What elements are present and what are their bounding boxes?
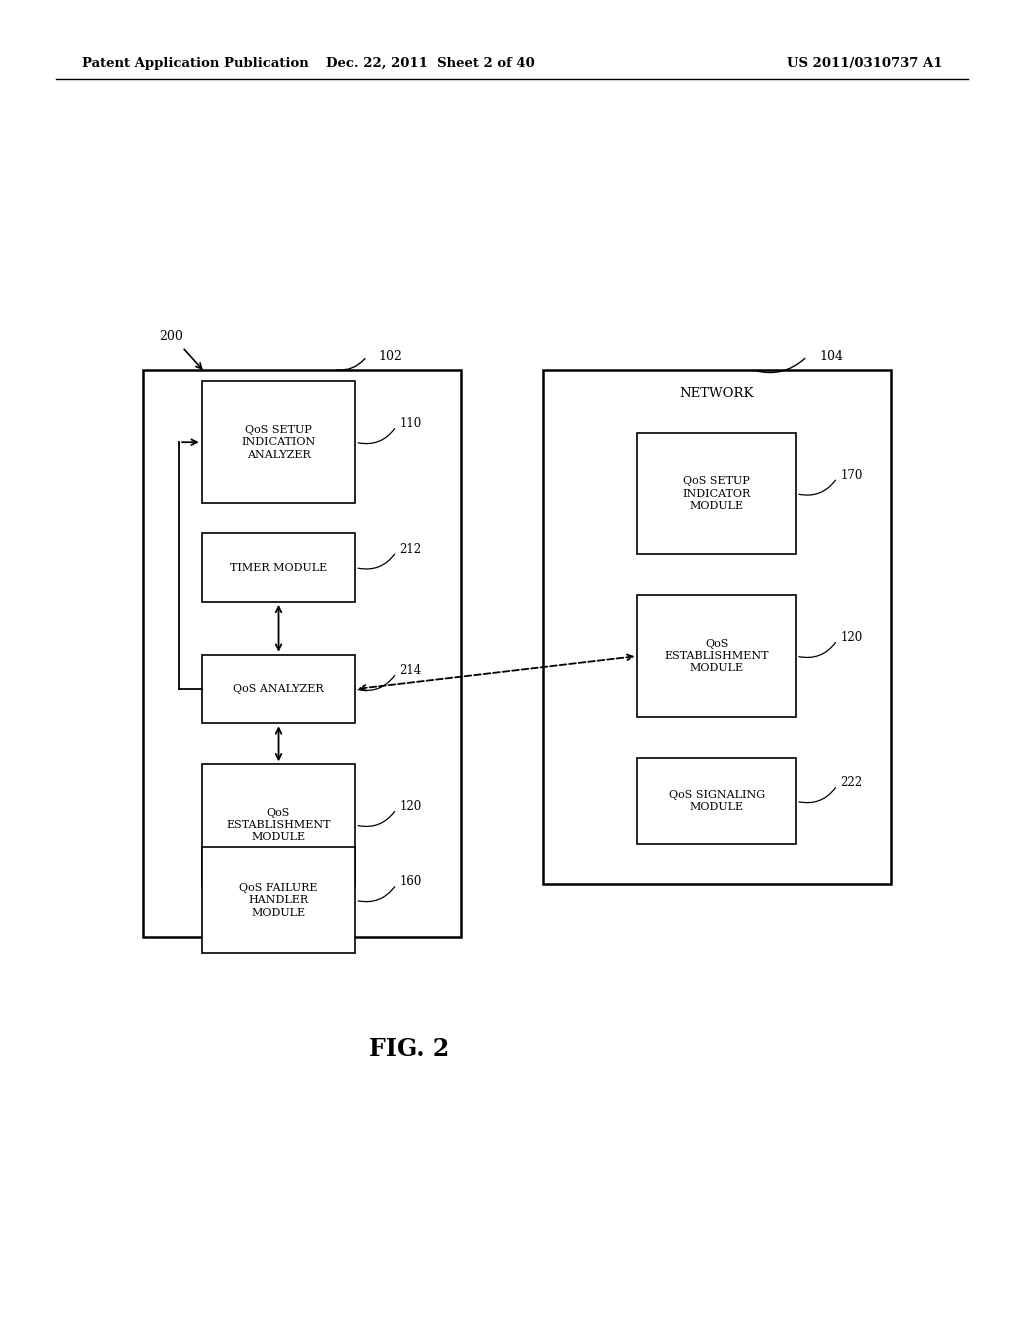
Text: 104: 104 xyxy=(819,350,843,363)
Text: Patent Application Publication: Patent Application Publication xyxy=(82,57,308,70)
Text: QoS FAILURE
HANDLER
MODULE: QoS FAILURE HANDLER MODULE xyxy=(240,883,317,917)
Text: UE: UE xyxy=(292,387,312,400)
Text: 120: 120 xyxy=(399,800,422,813)
Text: US 2011/0310737 A1: US 2011/0310737 A1 xyxy=(786,57,942,70)
Text: 214: 214 xyxy=(399,664,422,677)
Text: Dec. 22, 2011  Sheet 2 of 40: Dec. 22, 2011 Sheet 2 of 40 xyxy=(326,57,535,70)
Text: 170: 170 xyxy=(840,469,862,482)
Bar xyxy=(637,758,797,845)
Bar xyxy=(202,847,355,953)
Bar xyxy=(543,370,891,884)
Bar xyxy=(202,655,355,723)
Text: QoS
ESTABLISHMENT
MODULE: QoS ESTABLISHMENT MODULE xyxy=(665,639,769,673)
Text: 200: 200 xyxy=(159,330,182,343)
Bar xyxy=(637,433,797,554)
Bar xyxy=(202,381,355,503)
Bar xyxy=(202,533,355,602)
Bar xyxy=(637,595,797,717)
Text: QoS SETUP
INDICATOR
MODULE: QoS SETUP INDICATOR MODULE xyxy=(683,477,751,511)
Text: 102: 102 xyxy=(379,350,402,363)
Bar xyxy=(202,764,355,886)
Text: QoS SETUP
INDICATION
ANALYZER: QoS SETUP INDICATION ANALYZER xyxy=(242,425,315,459)
Text: NETWORK: NETWORK xyxy=(680,387,754,400)
Text: TIMER MODULE: TIMER MODULE xyxy=(230,562,327,573)
Text: 222: 222 xyxy=(840,776,862,789)
Text: FIG. 2: FIG. 2 xyxy=(370,1038,450,1061)
Text: 160: 160 xyxy=(399,875,422,888)
Text: 212: 212 xyxy=(399,543,422,556)
Text: QoS ANALYZER: QoS ANALYZER xyxy=(233,684,324,694)
Text: 120: 120 xyxy=(840,631,862,644)
Text: QoS
ESTABLISHMENT
MODULE: QoS ESTABLISHMENT MODULE xyxy=(226,808,331,842)
Text: 110: 110 xyxy=(399,417,422,430)
Bar xyxy=(143,370,461,937)
Text: QoS SIGNALING
MODULE: QoS SIGNALING MODULE xyxy=(669,791,765,812)
